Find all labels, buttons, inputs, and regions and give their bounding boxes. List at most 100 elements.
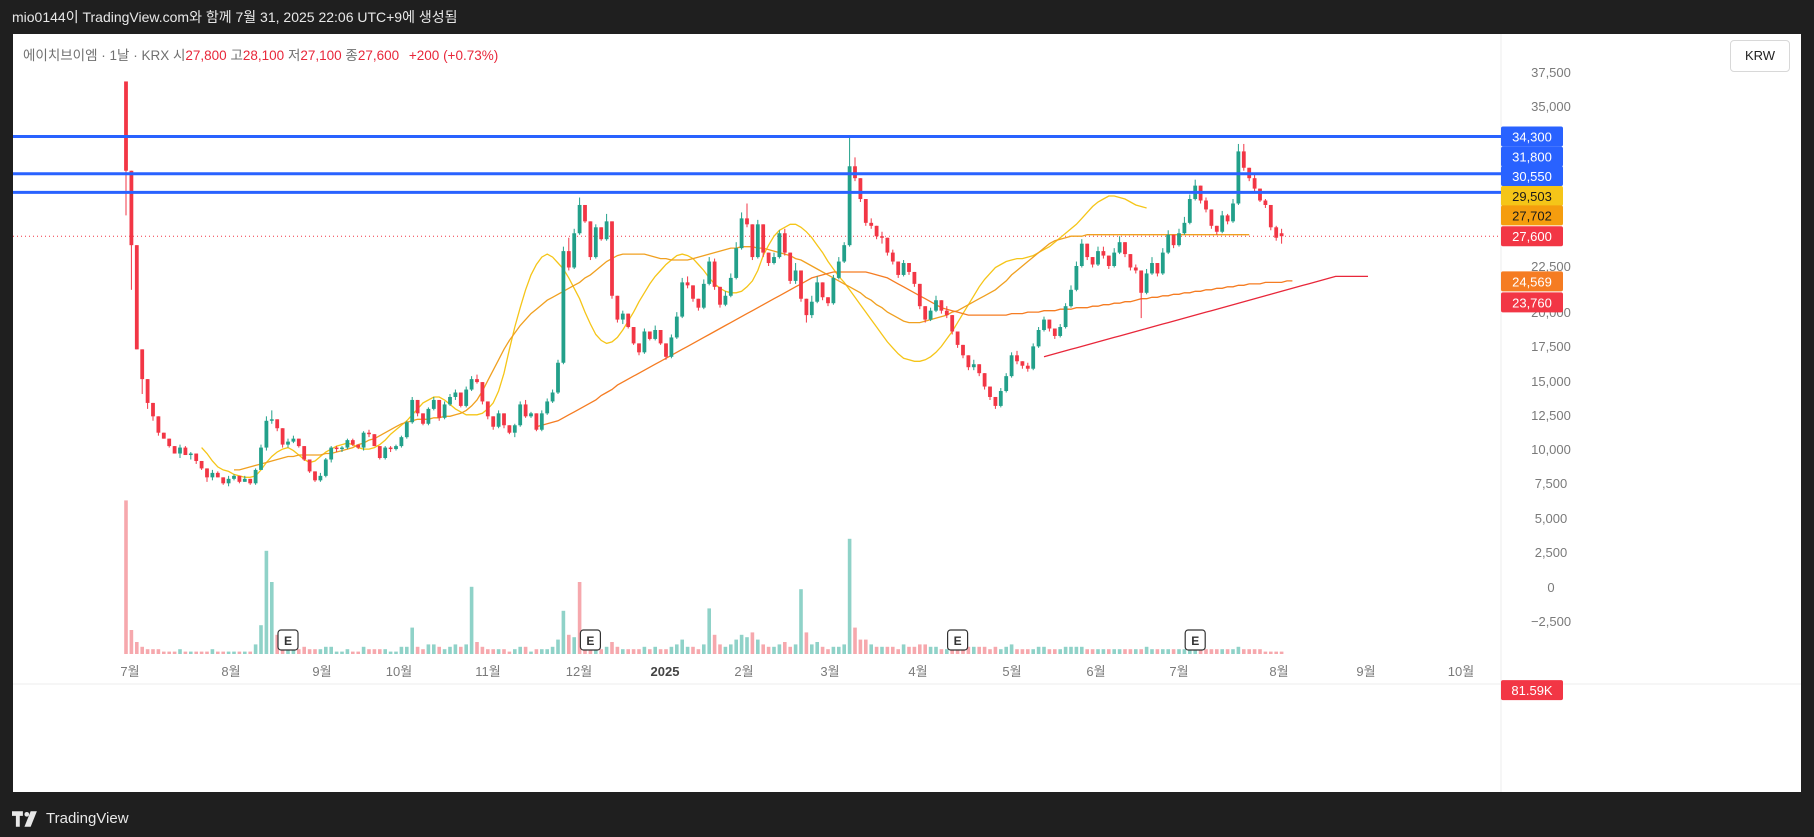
low-value: 27,100 bbox=[300, 48, 342, 63]
candle-body bbox=[161, 432, 166, 439]
candle-body bbox=[1139, 270, 1144, 293]
candle-body bbox=[1052, 328, 1057, 336]
volume-bar bbox=[297, 649, 301, 654]
volume-bar bbox=[977, 646, 981, 654]
volume-bar bbox=[1009, 644, 1014, 654]
volume-bar bbox=[891, 646, 895, 654]
candle-body bbox=[215, 472, 220, 478]
candle-body bbox=[739, 218, 744, 249]
volume-bar bbox=[1161, 649, 1165, 654]
volume-bar bbox=[372, 649, 377, 654]
candle-body bbox=[917, 283, 922, 307]
candle-body bbox=[248, 478, 253, 484]
volume-bar bbox=[982, 646, 987, 654]
candle-body bbox=[993, 396, 998, 406]
candle-body bbox=[388, 447, 393, 450]
candle-body bbox=[1144, 273, 1149, 293]
earnings-marker bbox=[579, 629, 602, 651]
currency-button[interactable]: KRW bbox=[1730, 40, 1790, 72]
candle-body bbox=[475, 379, 479, 383]
y-tick-label: 37,500 bbox=[1531, 65, 1571, 80]
candle-body bbox=[923, 306, 928, 320]
price-label-text: 31,800 bbox=[1512, 150, 1552, 165]
volume-bar bbox=[874, 646, 879, 654]
candle-body bbox=[210, 472, 215, 478]
candle-body bbox=[361, 432, 366, 448]
moving-average-line bbox=[201, 195, 1147, 478]
candle-body bbox=[782, 233, 787, 253]
candle-body bbox=[534, 413, 539, 430]
candle-body bbox=[453, 392, 458, 397]
volume-bar bbox=[637, 649, 641, 654]
chart-panel[interactable]: 37,500 35,000 22,500 20,000 17,500 15,000 12,5… bbox=[13, 34, 1801, 792]
candle-body bbox=[1031, 346, 1036, 369]
candle-body bbox=[512, 425, 517, 433]
candle-body bbox=[982, 373, 987, 387]
volume-bar bbox=[518, 646, 522, 654]
volume-bar bbox=[307, 649, 312, 654]
volume-bar bbox=[550, 646, 555, 654]
symbol-info: 에이치브이엠 · 1날 · KRX bbox=[23, 48, 170, 63]
candle-body bbox=[431, 399, 436, 409]
volume-bar bbox=[189, 651, 193, 654]
candle-body bbox=[620, 313, 625, 320]
candle-body bbox=[518, 404, 523, 426]
candle-body bbox=[496, 413, 501, 427]
candle-body bbox=[253, 469, 258, 484]
candle-body bbox=[205, 468, 209, 478]
price-chart[interactable]: 37,50035,00022,50020,00017,50015,00012,5… bbox=[13, 34, 1801, 792]
candle-body bbox=[696, 298, 701, 308]
volume-bar bbox=[831, 646, 836, 654]
volume-bar bbox=[426, 644, 431, 654]
volume-bar bbox=[918, 644, 922, 654]
earnings-marker-label: E bbox=[954, 634, 962, 648]
candle-body bbox=[858, 178, 863, 200]
volume-bar bbox=[680, 639, 684, 654]
candle-body bbox=[901, 263, 906, 275]
candle-body bbox=[944, 310, 949, 316]
candle-body bbox=[377, 446, 382, 458]
volume-bar bbox=[858, 639, 863, 654]
candle-body bbox=[1155, 263, 1160, 274]
volume-bar bbox=[405, 646, 409, 654]
candle-body bbox=[928, 310, 933, 320]
candle-body bbox=[383, 447, 388, 458]
volume-bar bbox=[869, 644, 873, 654]
volume-bar bbox=[199, 651, 204, 654]
candle-body bbox=[404, 422, 409, 438]
volume-bar bbox=[1225, 649, 1230, 654]
y-tick-label: 7,500 bbox=[1535, 476, 1568, 491]
candle-body bbox=[772, 257, 776, 264]
candle-body bbox=[647, 331, 652, 339]
y-tick-label: 15,000 bbox=[1531, 374, 1571, 389]
volume-bar bbox=[545, 649, 549, 654]
candle-body bbox=[1187, 199, 1192, 223]
candle-body bbox=[572, 233, 577, 268]
x-tick-label: 6월 bbox=[1086, 664, 1105, 679]
volume-bar bbox=[410, 627, 414, 654]
volume-bar bbox=[523, 646, 528, 654]
y-tick-label: 22,500 bbox=[1531, 259, 1571, 274]
candle-body bbox=[1004, 376, 1009, 392]
volume-bar bbox=[675, 644, 679, 654]
candle-body bbox=[1263, 200, 1268, 205]
volume-bar bbox=[1220, 649, 1224, 654]
candle-body bbox=[372, 434, 377, 447]
candle-body bbox=[242, 478, 247, 482]
footer-bar: TradingView bbox=[0, 800, 1814, 837]
volume-bar bbox=[432, 644, 436, 654]
volume-bar bbox=[1236, 646, 1241, 654]
volume-bar bbox=[972, 646, 976, 654]
moving-average-line bbox=[536, 271, 1293, 428]
price-label-box bbox=[1501, 680, 1563, 701]
volume-bar bbox=[1112, 649, 1116, 654]
candle-body bbox=[701, 283, 706, 308]
price-label-text: 29,503 bbox=[1512, 189, 1552, 204]
candle-body bbox=[745, 218, 749, 225]
earnings-marker-label: E bbox=[586, 634, 594, 648]
volume-bar bbox=[361, 646, 366, 654]
volume-bar bbox=[1144, 646, 1149, 654]
volume-bar bbox=[756, 639, 760, 654]
candle-body bbox=[1112, 252, 1117, 266]
candle-body bbox=[1074, 266, 1079, 290]
